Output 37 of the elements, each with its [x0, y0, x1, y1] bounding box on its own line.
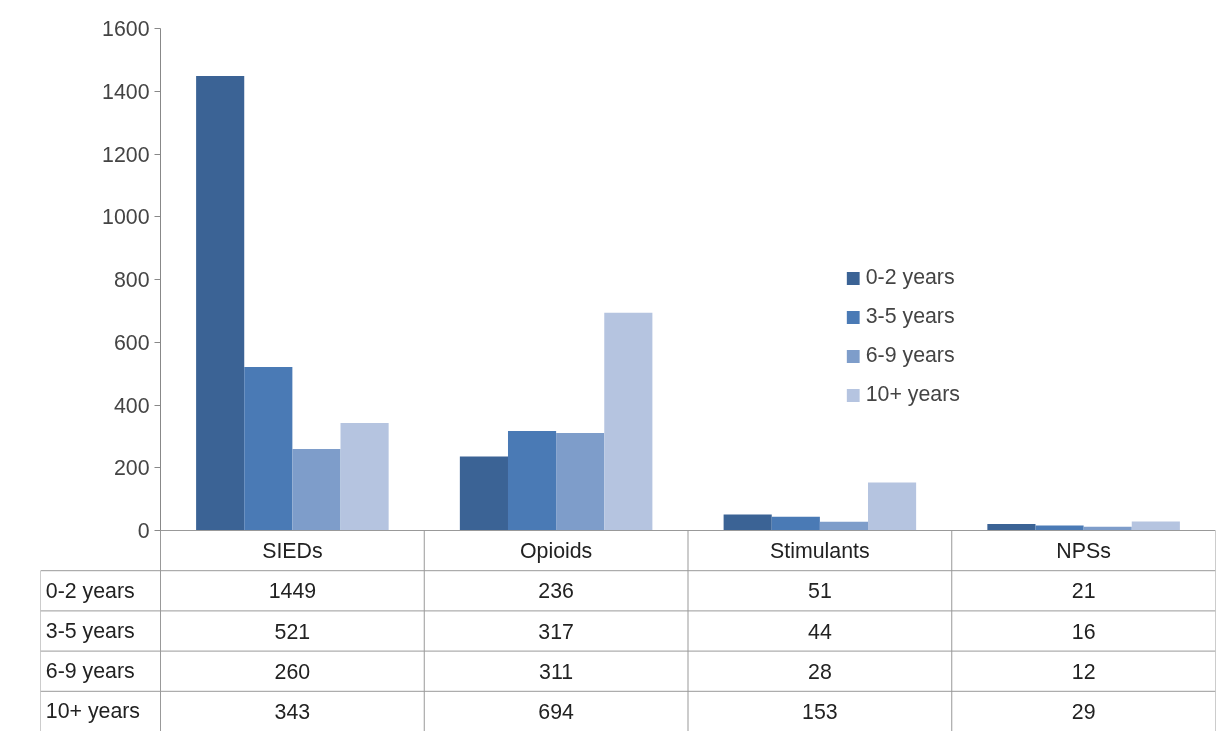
- data-label: 16: [1071, 619, 1096, 644]
- x-tick-label: NPSs: [1056, 538, 1111, 563]
- text: 0-2 years: [45, 578, 135, 603]
- legend-label: 6-9 years: [865, 343, 955, 368]
- text: 6-9 years: [45, 659, 135, 684]
- y-tick-label: 1000: [102, 205, 150, 230]
- x-tick-label: Stimulants: [770, 538, 870, 563]
- data-label: 260: [274, 659, 311, 684]
- data-label: 44: [808, 619, 832, 644]
- data-label: 317: [538, 619, 574, 644]
- data-label: 521: [274, 619, 311, 644]
- y-tick-label: 800: [113, 268, 150, 292]
- data-label: 28: [808, 659, 832, 684]
- data-label: 236: [538, 579, 574, 604]
- data-label: 51: [808, 579, 832, 604]
- text: 10+ years: [45, 699, 141, 724]
- data-label: 12: [1071, 659, 1096, 684]
- data-label: 153: [802, 699, 838, 724]
- data-label: 1449: [268, 579, 317, 604]
- legend-label: 10+ years: [865, 382, 960, 407]
- data-label: 694: [538, 699, 575, 724]
- data-label: 21: [1071, 579, 1096, 604]
- legend-label: 3-5 years: [865, 304, 955, 329]
- data-label: 311: [539, 659, 574, 684]
- y-tick-label: 0: [137, 519, 150, 543]
- y-tick-label: 1200: [102, 142, 150, 167]
- x-tick-label: SIEDs: [262, 538, 323, 563]
- y-tick-label: 1600: [102, 17, 150, 41]
- x-tick-label: Opioids: [519, 538, 593, 563]
- y-tick-label: 400: [113, 393, 150, 418]
- legend-label: 0-2 years: [865, 265, 955, 290]
- text: 3-5 years: [45, 619, 135, 643]
- data-label: 29: [1071, 699, 1096, 724]
- y-tick-label: 200: [113, 456, 150, 481]
- data-label: 343: [274, 699, 311, 724]
- y-tick-label: 600: [113, 330, 150, 355]
- y-tick-label: 1400: [102, 79, 150, 104]
